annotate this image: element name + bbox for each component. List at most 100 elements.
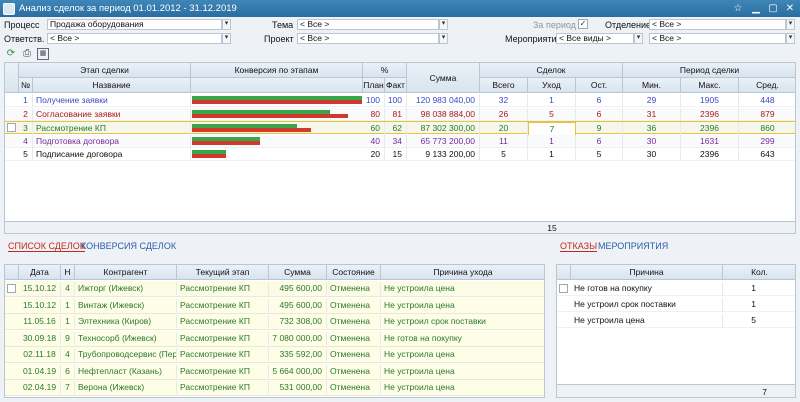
- responsible-label: Ответств.: [4, 34, 45, 44]
- header-left[interactable]: Уход: [528, 78, 576, 93]
- header-plan[interactable]: План: [363, 78, 385, 93]
- table-row[interactable]: 15.10.12 4 Ижторг (Ижевск) Рассмотрение КП 4…: [5, 281, 544, 297]
- process-field[interactable]: Продажа оборудования: [47, 19, 222, 30]
- stage-min: 31: [623, 107, 681, 121]
- deals-header-stage[interactable]: Текущий этап: [177, 265, 269, 280]
- tab-refusals[interactable]: ОТКАЗЫ: [560, 241, 598, 252]
- header-sum[interactable]: Сумма: [407, 63, 480, 93]
- stage-total: 11: [480, 134, 528, 148]
- department-dropdown-button[interactable]: ▾: [786, 19, 795, 30]
- tab-events[interactable]: МЕРОПРИЯТИЯ: [598, 241, 669, 251]
- table-row[interactable]: 30.09.18 9 Техносорб (Ижевск) Рассмотрение …: [5, 330, 544, 347]
- refusals-header-count[interactable]: Кол.: [723, 265, 795, 280]
- deals-header-state[interactable]: Состояние: [327, 265, 381, 280]
- toolbar: ⟳ ⎙ ▦: [0, 47, 800, 61]
- maximize-button[interactable]: ▢: [768, 2, 778, 14]
- list-item[interactable]: Не устроила цена 5: [557, 313, 795, 328]
- header-min[interactable]: Мин.: [623, 78, 681, 93]
- deal-contractor: Нефтеплаcт (Казань): [75, 364, 177, 378]
- stage-avg: 299: [739, 135, 795, 148]
- list-item[interactable]: Не готов на покупку 1: [557, 281, 795, 296]
- stage-max: 2396: [681, 148, 739, 161]
- deal-date: 02.04.19: [19, 381, 61, 394]
- deal-reason: Не устроила цена: [381, 381, 544, 394]
- minimize-button[interactable]: ▁: [752, 2, 760, 14]
- stage-name: Подготовка договора: [33, 134, 191, 148]
- process-dropdown-button[interactable]: ▾: [222, 19, 231, 30]
- deal-stage: Рассмотрение КП: [177, 298, 269, 312]
- conversion-plan-bar: [192, 136, 260, 141]
- stage-row[interactable]: 3 Рассмотрение КП 60 62 87 302 300,00 20 7 9 36 2…: [5, 121, 795, 137]
- stage-avg: 860: [739, 122, 795, 135]
- deal-contractor: Ижторг (Ижевск): [75, 282, 177, 295]
- event-field[interactable]: < Все >: [649, 33, 786, 44]
- row-checkbox[interactable]: [559, 284, 568, 293]
- stage-avg: 448: [739, 94, 795, 107]
- deals-header-reason[interactable]: Причина ухода: [381, 265, 544, 280]
- header-total[interactable]: Всего: [480, 78, 528, 93]
- stage-fact: 81: [385, 107, 407, 121]
- event-type-dropdown-button[interactable]: ▾: [634, 33, 643, 44]
- stage-sum: 65 773 200,00: [407, 134, 480, 148]
- deals-header-date[interactable]: Дата: [19, 265, 61, 280]
- responsible-field[interactable]: < Все >: [47, 33, 222, 44]
- deal-h: 7: [61, 381, 75, 394]
- conversion-fact-bar: [192, 128, 311, 132]
- row-checkbox[interactable]: [7, 284, 16, 293]
- stages-footer-count: 15: [547, 223, 557, 233]
- department-field[interactable]: < Все >: [649, 19, 786, 30]
- responsible-dropdown-button[interactable]: ▾: [222, 33, 231, 44]
- table-row[interactable]: 15.10.12 1 Винтаж (Ижевск) Рассмотрение КП 4…: [5, 297, 544, 314]
- print-icon[interactable]: ⎙: [23, 48, 31, 59]
- deal-date: 15.10.12: [19, 282, 61, 295]
- stage-left: 5: [528, 107, 576, 121]
- refusals-header-corner: [557, 265, 571, 280]
- refresh-icon[interactable]: ⟳: [6, 48, 16, 59]
- event-type-field[interactable]: < Все виды >: [556, 33, 634, 44]
- refusals-header-reason[interactable]: Причина: [571, 265, 723, 280]
- tab-strip: СПИСОК СДЕЛОК КОНВЕРСИЯ СДЕЛОК ОТКАЗЫ МЕ…: [0, 236, 800, 254]
- stage-plan: 100: [363, 94, 385, 107]
- star-icon[interactable]: ☆: [733, 2, 743, 14]
- event-dropdown-button[interactable]: ▾: [786, 33, 795, 44]
- process-label: Процесс: [4, 20, 40, 30]
- deals-header-h[interactable]: Н: [61, 265, 75, 280]
- stages-footer: 15: [5, 221, 795, 233]
- tab-deal-list[interactable]: СПИСОК СДЕЛОК: [8, 241, 86, 252]
- stage-max: 1631: [681, 134, 739, 148]
- stage-min: 29: [623, 94, 681, 107]
- deal-contractor: Винтаж (Ижевск): [75, 298, 177, 312]
- row-checkbox[interactable]: [7, 123, 16, 132]
- period-checkbox[interactable]: ✓: [578, 19, 588, 29]
- deals-header-contractor[interactable]: Контрагент: [75, 265, 177, 280]
- conversion-plan-bar: [192, 150, 226, 154]
- list-item[interactable]: Не устроил срок поставки 1: [557, 297, 795, 312]
- header-max[interactable]: Макс.: [681, 78, 739, 93]
- stage-min: 36: [623, 122, 681, 135]
- theme-dropdown-button[interactable]: ▾: [439, 19, 448, 30]
- header-fact[interactable]: Факт: [385, 78, 407, 93]
- header-avg[interactable]: Сред.: [739, 78, 795, 93]
- refusal-reason: Не готов на покупку: [571, 282, 723, 295]
- stage-row[interactable]: 1 Получение заявки 100 100 120 983 040,00 32 1…: [5, 94, 795, 107]
- theme-field[interactable]: < Все >: [297, 19, 439, 30]
- header-name[interactable]: Название: [33, 78, 191, 93]
- stage-row[interactable]: 4 Подготовка договора 40 34 65 773 200,00 11 1…: [5, 134, 795, 148]
- table-icon[interactable]: ▦: [37, 48, 49, 60]
- deal-contractor: Элтехника (Киров): [75, 315, 177, 328]
- table-row[interactable]: 11.05.16 1 Элтехника (Киров) Рассмотрение К…: [5, 314, 544, 330]
- project-dropdown-button[interactable]: ▾: [439, 33, 448, 44]
- table-row[interactable]: 02.11.18 4 Трубопроводсервис (Перм Рассмотр…: [5, 347, 544, 363]
- table-row[interactable]: 01.04.19 6 Нефтеплаcт (Казань) Рассмотрение…: [5, 363, 544, 380]
- project-field[interactable]: < Все >: [297, 33, 439, 44]
- deals-header-sum[interactable]: Сумма: [269, 265, 327, 280]
- stage-row[interactable]: 2 Согласование заявки 80 81 98 038 884,00 26 5…: [5, 107, 795, 121]
- tab-deal-conversion[interactable]: КОНВЕРСИЯ СДЕЛОК: [81, 241, 177, 251]
- header-num[interactable]: №: [19, 78, 33, 93]
- header-rest[interactable]: Ост.: [576, 78, 623, 93]
- close-button[interactable]: ✕: [785, 2, 795, 14]
- conversion-plan-bar: [192, 124, 297, 128]
- stage-name: Согласование заявки: [33, 107, 191, 121]
- stage-row[interactable]: 5 Подписание договора 20 15 9 133 200,00 5 1 5 3…: [5, 148, 795, 161]
- table-row[interactable]: 02.04.19 7 Верона (Ижевск) Рассмотрение КП 5…: [5, 380, 544, 396]
